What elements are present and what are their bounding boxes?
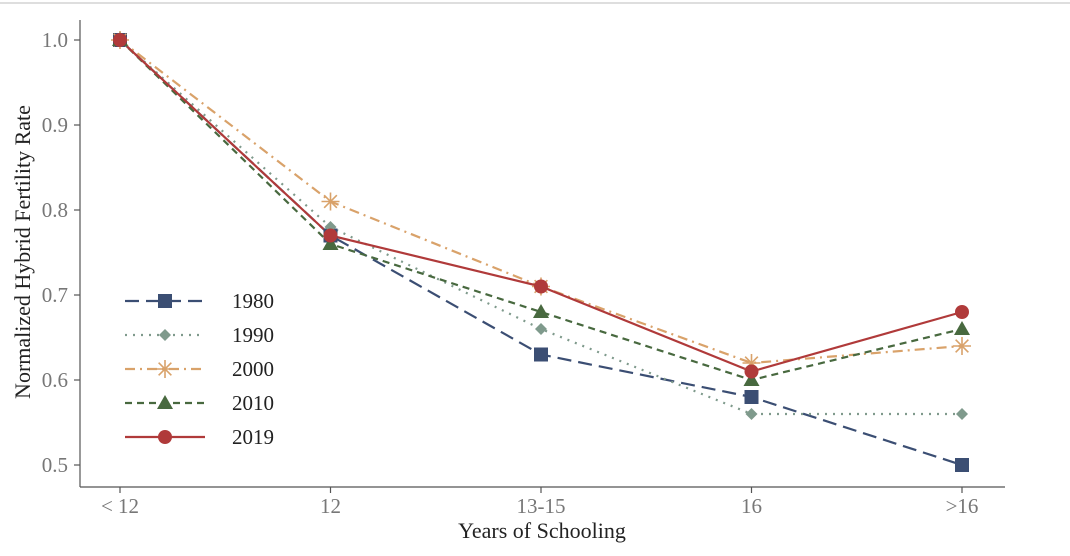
legend-label-2000: 2000 — [232, 357, 274, 381]
data-point-2000 — [321, 192, 340, 211]
y-axis-title: Normalized Hybrid Fertility Rate — [10, 105, 35, 399]
series-line-2019 — [119, 39, 963, 373]
legend-marker-2019 — [158, 430, 172, 444]
data-point-2019 — [323, 228, 338, 243]
data-point-2010 — [322, 236, 339, 250]
data-point-2010 — [743, 372, 760, 386]
x-tick-label: 13-15 — [517, 494, 566, 518]
y-tick-label: 1.0 — [42, 28, 68, 52]
x-ticks: < 12 12 13-15 16 >16 — [101, 487, 978, 518]
y-ticks: 0.5 0.6 0.7 0.8 0.9 1.0 — [42, 28, 80, 477]
data-point-1990 — [956, 408, 968, 420]
data-point-2019 — [955, 305, 969, 319]
data-point-1980 — [955, 458, 969, 472]
data-point-2019 — [744, 364, 759, 379]
series-markers — [111, 31, 971, 472]
legend-label-2010: 2010 — [232, 391, 274, 415]
legend-marker-2000 — [156, 360, 174, 378]
legend-marker-1990 — [159, 329, 171, 341]
series-line-2010 — [119, 39, 963, 382]
data-point-1990 — [535, 323, 547, 335]
data-point-1990 — [745, 408, 758, 420]
legend-label-1990: 1990 — [232, 323, 274, 347]
y-tick-label: 0.5 — [42, 453, 68, 477]
legend-label-1980: 1980 — [232, 289, 274, 313]
data-point-2019 — [534, 279, 548, 294]
y-tick-label: 0.6 — [42, 368, 68, 392]
x-tick-label: 16 — [741, 494, 762, 518]
x-axis-title: Years of Schooling — [458, 518, 626, 543]
legend-label-2019: 2019 — [232, 425, 274, 449]
legend-marker-2010 — [157, 395, 173, 409]
legend: 1980 1990 2000 2010 2019 — [125, 289, 274, 449]
data-point-2010 — [533, 304, 549, 318]
data-point-1980 — [534, 347, 548, 362]
y-tick-label: 0.7 — [42, 283, 68, 307]
x-tick-label: 12 — [320, 494, 341, 518]
axes — [79, 20, 1005, 488]
x-tick-label: >16 — [946, 494, 979, 518]
y-tick-label: 0.9 — [42, 113, 68, 137]
x-tick-label: < 12 — [101, 494, 139, 518]
y-tick-label: 0.8 — [42, 198, 68, 222]
data-point-2010 — [954, 321, 970, 335]
legend-marker-1980 — [158, 294, 172, 308]
data-point-2000 — [953, 337, 971, 355]
data-point-2019 — [113, 33, 127, 47]
data-point-1980 — [744, 390, 759, 404]
